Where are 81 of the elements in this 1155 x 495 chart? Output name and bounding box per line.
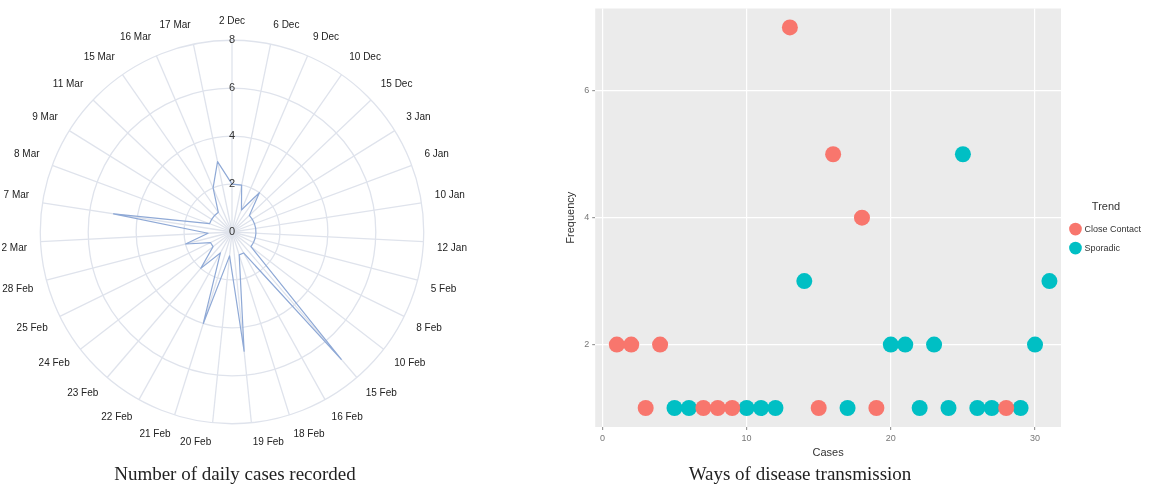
x-tick-label: 10 bbox=[741, 432, 752, 443]
y-tick-label: 6 bbox=[228, 81, 236, 94]
spoke-label: 11 Mar bbox=[52, 78, 84, 90]
spoke-label: 3 Jan bbox=[406, 111, 431, 123]
spoke-label: 17 Mar bbox=[159, 18, 192, 30]
spoke-label: 16 Feb bbox=[331, 411, 364, 423]
spoke-label: 15 Feb bbox=[365, 387, 398, 399]
spoke-label: 6 Jan bbox=[424, 148, 449, 160]
spoke-label: 15 Dec bbox=[380, 78, 413, 90]
spoke-label: 18 Feb bbox=[293, 427, 326, 439]
point bbox=[853, 209, 870, 226]
spoke-label: 2 Mar bbox=[1, 242, 28, 254]
spoke-label: 5 Feb bbox=[430, 283, 457, 295]
spoke-label: 9 Dec bbox=[312, 31, 340, 43]
point bbox=[911, 399, 928, 416]
spoke-label: 10 Jan bbox=[434, 188, 465, 200]
spoke-label: 12 Jan bbox=[436, 242, 467, 254]
spoke-label: 15 Mar bbox=[83, 51, 116, 63]
point bbox=[897, 336, 914, 353]
point bbox=[810, 399, 827, 416]
point bbox=[1041, 273, 1058, 290]
spoke-label: 21 Feb bbox=[139, 427, 171, 439]
point bbox=[709, 399, 726, 416]
x-tick-label: 30 bbox=[1030, 432, 1041, 443]
spoke-label: 9 Mar bbox=[32, 111, 59, 123]
point bbox=[608, 336, 625, 353]
point bbox=[738, 399, 755, 416]
spoke-label: 23 Feb bbox=[67, 387, 99, 399]
y-tick-label: 4 bbox=[228, 129, 236, 142]
point bbox=[954, 146, 971, 163]
point bbox=[623, 336, 640, 353]
legend-title: Trend bbox=[1091, 199, 1121, 212]
point bbox=[781, 19, 798, 36]
spoke-label: 10 Feb bbox=[394, 357, 426, 369]
x-tick-label: 0 bbox=[599, 432, 605, 443]
point bbox=[666, 399, 683, 416]
point bbox=[1027, 336, 1044, 353]
point bbox=[680, 399, 697, 416]
text: Number of daily cases recorded bbox=[113, 463, 357, 485]
spoke-label: 16 Mar bbox=[119, 31, 152, 43]
point bbox=[940, 399, 957, 416]
point bbox=[839, 399, 856, 416]
y-tick-label: 8 bbox=[228, 33, 236, 46]
point bbox=[969, 399, 986, 416]
spoke-label: 22 Feb bbox=[101, 411, 133, 423]
point bbox=[998, 399, 1015, 416]
point bbox=[637, 399, 654, 416]
point bbox=[796, 273, 813, 290]
text: Ways of disease transmission bbox=[687, 463, 913, 485]
point bbox=[652, 336, 669, 353]
y-axis-title: Frequency bbox=[563, 191, 576, 244]
spoke-label: 24 Feb bbox=[38, 357, 71, 369]
point bbox=[926, 336, 943, 353]
spoke-label: 25 Feb bbox=[16, 322, 49, 334]
spoke-label: 19 Feb bbox=[252, 435, 285, 447]
point bbox=[695, 399, 712, 416]
y-tick-label: 2 bbox=[228, 177, 236, 190]
legend-label: Sporadic bbox=[1084, 242, 1121, 253]
spoke-label: 8 Mar bbox=[13, 148, 41, 160]
point bbox=[1012, 399, 1029, 416]
x-tick-label: 20 bbox=[885, 432, 896, 443]
point bbox=[767, 399, 784, 416]
spoke-label: 2 Dec bbox=[218, 14, 246, 26]
y-tick-label: 2 bbox=[584, 339, 590, 350]
spoke-label: 28 Feb bbox=[2, 283, 34, 295]
y-tick-label: 0 bbox=[228, 225, 236, 238]
spoke-label: 20 Feb bbox=[180, 435, 212, 447]
spoke-label: 10 Dec bbox=[349, 51, 381, 63]
spoke-label: 7 Mar bbox=[3, 188, 30, 200]
x-axis-title: Cases bbox=[812, 446, 845, 459]
point bbox=[882, 336, 899, 353]
point bbox=[868, 399, 885, 416]
spoke-label: 6 Dec bbox=[273, 18, 300, 30]
point bbox=[825, 146, 842, 163]
point bbox=[983, 399, 1000, 416]
y-tick-label: 6 bbox=[584, 85, 590, 96]
point bbox=[724, 399, 741, 416]
spoke-label: 8 Feb bbox=[416, 322, 443, 334]
y-tick-label: 4 bbox=[584, 212, 590, 223]
point bbox=[753, 399, 770, 416]
legend-label: Close Contact bbox=[1084, 223, 1142, 234]
